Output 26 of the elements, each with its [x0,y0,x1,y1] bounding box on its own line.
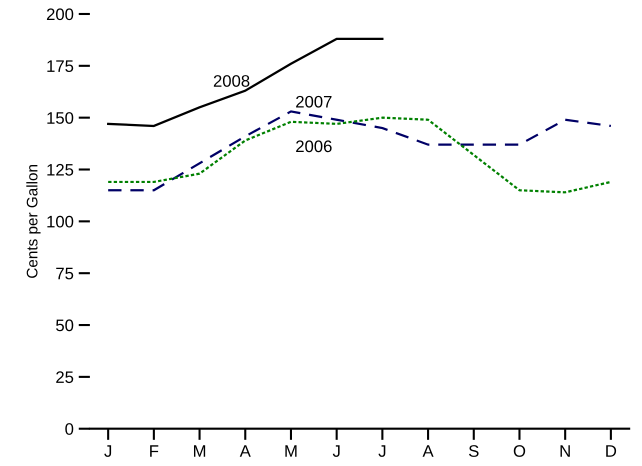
x-tick-label: J [332,445,340,457]
y-axis-title: Cents per Gallon [26,165,41,278]
x-tick-label: N [560,445,570,457]
y-tick-label: 125 [47,164,74,176]
x-tick-label: O [514,445,526,457]
x-tick-label: J [104,445,112,457]
line-series [107,38,384,128]
series-label: 2007 [296,96,332,108]
x-tick-label: S [468,445,479,457]
series-label: 2006 [296,140,332,152]
x-tick-label: J [378,445,386,457]
x-tick-label: M [194,445,206,457]
y-tick-label: 175 [47,60,74,72]
y-tick-label: 75 [56,268,74,280]
x-tick-label: A [240,445,251,457]
y-tick-label: 100 [47,216,74,228]
y-tick-label: 50 [56,319,74,332]
y-tick-label: 25 [56,371,74,384]
x-tick-label: M [285,445,297,457]
series-label: 2008 [214,75,250,87]
x-tick-label: A [422,445,434,457]
y-tick-label: 200 [46,8,74,20]
x-tick-label: D [606,445,616,457]
y-tick-label: 0 [65,423,74,435]
y-tick-label: 150 [47,112,74,124]
x-tick-label: F [150,445,158,457]
